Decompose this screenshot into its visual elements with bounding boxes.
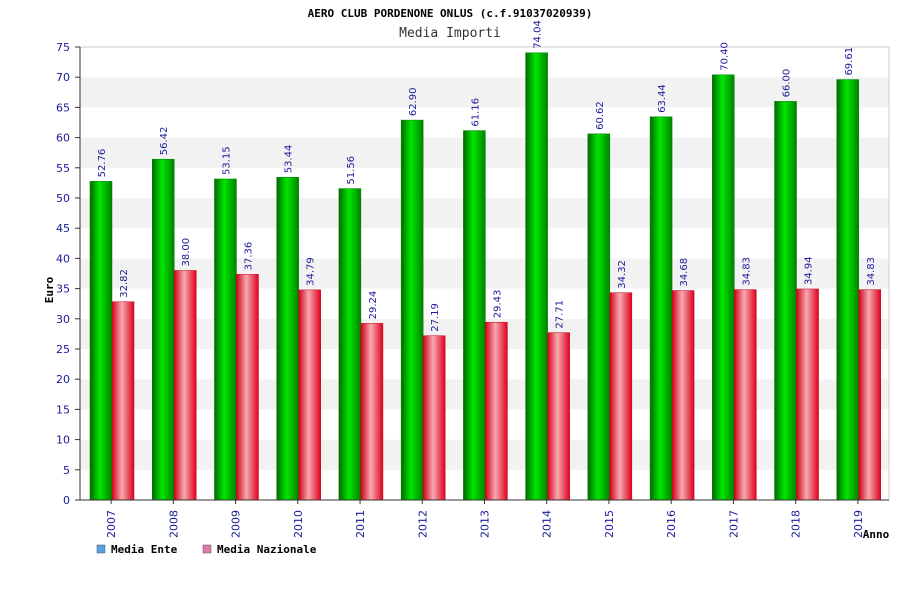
data-label: 29.24	[368, 291, 379, 320]
data-label: 74.04	[533, 20, 544, 49]
x-tick-label: 2010	[292, 510, 305, 538]
bar	[276, 176, 299, 501]
data-label: 69.61	[844, 47, 855, 76]
data-label: 53.15	[221, 146, 232, 175]
x-axis-label: Anno	[863, 528, 890, 541]
x-tick-label: 2015	[603, 510, 616, 538]
y-tick-label: 20	[56, 373, 70, 386]
bar	[151, 158, 175, 501]
y-tick-label: 40	[56, 252, 70, 265]
bar	[671, 290, 695, 501]
data-label: 51.56	[346, 156, 357, 185]
bar	[649, 116, 673, 501]
y-tick-label: 15	[56, 403, 70, 416]
data-label: 32.82	[119, 269, 130, 298]
legend: Media Ente Media Nazionale	[96, 543, 317, 556]
bar	[547, 332, 570, 501]
bar	[360, 323, 384, 501]
data-label: 66.00	[782, 69, 793, 98]
y-tick-label: 5	[63, 464, 70, 477]
bar	[422, 335, 446, 501]
legend-label: Media Ente	[111, 543, 178, 556]
bar	[796, 288, 819, 501]
grid-band	[80, 77, 889, 108]
bar	[836, 79, 860, 501]
y-tick-label: 25	[56, 343, 70, 356]
data-label: 34.83	[866, 257, 877, 286]
y-tick-label: 30	[56, 313, 70, 326]
y-tick-label: 50	[56, 192, 70, 205]
data-label: 61.16	[470, 98, 481, 127]
y-tick-label: 70	[56, 71, 70, 84]
y-tick-label: 55	[56, 162, 70, 175]
bar	[338, 188, 362, 501]
legend-swatch	[202, 544, 212, 554]
x-tick-label: 2016	[665, 510, 678, 538]
bars: 52.76 32.82 56.42 38.00 53.15 37.36 53.44 34.79…	[89, 20, 882, 501]
bar	[89, 181, 113, 501]
bar	[400, 119, 424, 501]
data-label: 56.42	[159, 127, 170, 156]
bar	[858, 289, 882, 501]
bar	[111, 301, 135, 501]
x-tick-label: 2019	[852, 510, 865, 538]
x-tick-label: 2008	[167, 510, 180, 538]
data-label: 34.68	[679, 258, 690, 287]
x-tick-label: 2014	[541, 510, 554, 538]
data-label: 34.83	[741, 257, 752, 286]
data-label: 34.79	[306, 257, 317, 286]
data-label: 34.32	[617, 260, 628, 289]
data-label: 38.00	[181, 238, 192, 267]
data-label: 60.62	[595, 101, 606, 130]
y-tick-label: 45	[56, 222, 70, 235]
bar	[587, 133, 611, 501]
x-tick-label: 2013	[479, 510, 492, 538]
y-tick-label: 0	[63, 494, 70, 507]
y-tick-label: 10	[56, 434, 70, 447]
bar	[214, 178, 237, 501]
bar	[712, 74, 735, 501]
x-tick-label: 2009	[230, 510, 243, 538]
legend-label: Media Nazionale	[217, 543, 317, 556]
bar	[525, 52, 548, 501]
data-label: 63.44	[657, 84, 668, 113]
x-tick-label: 2018	[790, 510, 803, 538]
y-axis: 0 5 10 15 20 25 30 35 40 45 50 55 60 65 70 75	[56, 41, 81, 507]
legend-swatch	[96, 544, 106, 554]
x-axis: 2007 2008 2009 2010 2011 2012 2013 2014 2015 2016…	[80, 499, 889, 538]
data-label: 53.44	[284, 145, 295, 174]
x-tick-label: 2007	[105, 510, 118, 538]
y-tick-label: 75	[56, 41, 70, 54]
bar	[173, 270, 197, 501]
grid-band	[80, 47, 889, 78]
data-label: 29.43	[492, 290, 503, 319]
data-label: 37.36	[243, 242, 254, 271]
data-label: 70.40	[719, 42, 730, 71]
y-tick-label: 60	[56, 132, 70, 145]
y-axis-label: Euro	[43, 276, 56, 303]
data-label: 52.76	[97, 149, 108, 178]
bar	[298, 289, 321, 501]
y-tick-label: 65	[56, 101, 70, 114]
chart-subtitle: Media Importi	[399, 26, 501, 41]
x-tick-label: 2017	[727, 510, 740, 538]
data-label: 62.90	[408, 87, 419, 116]
bar	[463, 130, 486, 501]
data-label: 27.71	[555, 300, 566, 329]
data-label: 34.94	[804, 256, 815, 285]
bar	[734, 289, 757, 501]
bar	[485, 321, 508, 501]
bar	[236, 274, 259, 501]
x-tick-label: 2011	[354, 510, 367, 538]
y-tick-label: 35	[56, 283, 70, 296]
bar	[774, 101, 797, 501]
bar	[609, 292, 633, 501]
chart-title: AERO CLUB PORDENONE ONLUS (c.f.910370209…	[308, 7, 593, 20]
x-tick-label: 2012	[416, 510, 429, 538]
data-label: 27.19	[430, 303, 441, 332]
